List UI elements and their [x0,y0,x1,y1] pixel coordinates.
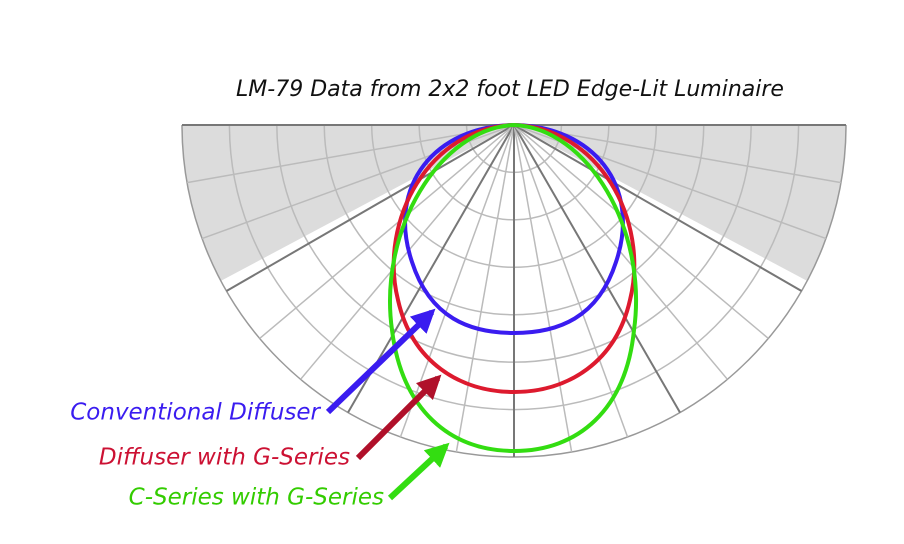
arrow [325,308,436,415]
spoke [513,124,803,292]
spoke [513,124,842,184]
label: C-Series with G-Series [129,485,384,511]
shade [514,125,846,281]
arrow [387,442,450,501]
title: LM-79 Data from 2x2 foot LED Edge-Lit Lu… [236,77,784,102]
curve-diffuser-g [391,122,637,395]
spoke [513,124,769,339]
spoke [513,124,573,453]
arrow [355,374,442,461]
spoke [259,124,515,339]
spoke [225,124,515,292]
label: Diffuser with G-Series [99,445,350,471]
spoke [513,124,629,438]
shade [182,125,514,281]
spoke [455,124,515,453]
curve-c-series-g [388,122,639,454]
curve-conventional [403,122,625,336]
spoke [513,124,681,414]
spoke [186,124,515,184]
label: Conventional Diffuser [70,400,321,426]
